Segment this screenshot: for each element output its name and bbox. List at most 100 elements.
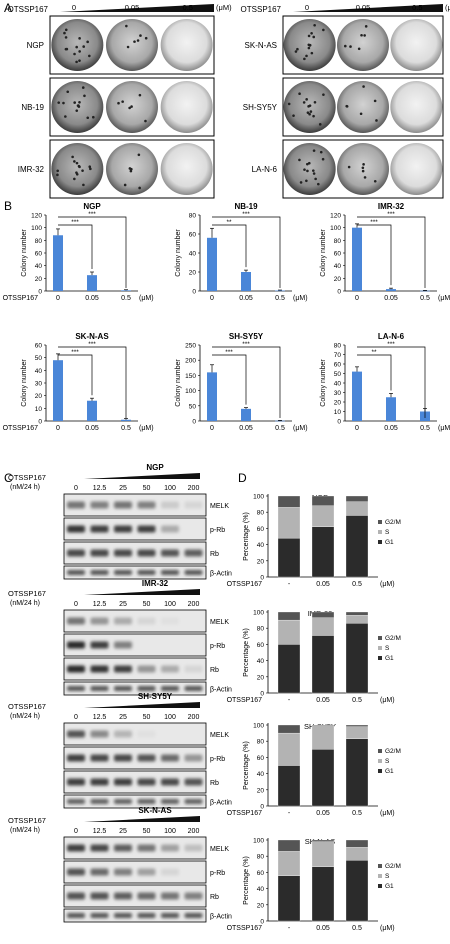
band	[184, 778, 203, 786]
band	[114, 641, 132, 649]
band-label: p-Rb	[210, 643, 225, 650]
colony	[63, 31, 66, 35]
y-tick-label: 50	[35, 355, 43, 362]
band	[114, 617, 132, 625]
band	[67, 754, 85, 762]
colony	[363, 176, 367, 179]
stack-segment	[277, 537, 301, 578]
dose-wedge	[84, 589, 200, 595]
sig-mark: ***	[88, 341, 96, 348]
stack-segment	[345, 501, 369, 516]
band	[161, 617, 179, 625]
x-tick-label: 0	[56, 295, 60, 302]
y-tick-label: 40	[334, 263, 342, 270]
chart-title: LA-N-6	[378, 332, 405, 341]
y-tick-label: 40	[35, 263, 43, 270]
band	[137, 617, 156, 625]
x-tick-label: 0.05	[316, 697, 330, 704]
y-tick-label: 20	[257, 674, 265, 681]
legend-swatch	[378, 530, 382, 534]
unit-label: (μM)	[380, 810, 395, 817]
band	[161, 570, 179, 575]
y-tick-label: 60	[257, 755, 265, 762]
dose-wedge	[293, 4, 443, 12]
lane-label: 100	[164, 828, 176, 835]
band	[137, 892, 156, 900]
band	[161, 799, 179, 804]
colony	[89, 167, 92, 171]
blot-cell-line: NGP	[146, 463, 164, 472]
x-tick-label: -	[288, 810, 291, 817]
lane-label: 50	[143, 485, 151, 492]
colony	[121, 100, 124, 103]
colony	[75, 109, 79, 112]
well	[106, 19, 158, 71]
colony	[73, 177, 76, 181]
band	[161, 665, 179, 673]
band	[161, 913, 179, 918]
x-tick-label: 0.05	[239, 425, 253, 432]
colony	[305, 179, 308, 183]
colony	[299, 181, 303, 184]
plate-row-label: LA-N-6	[252, 165, 278, 174]
blot-strip	[63, 770, 207, 794]
y-tick-label: 0	[260, 691, 264, 698]
colony	[64, 36, 68, 39]
stack-segment	[277, 839, 301, 852]
stack-segment	[277, 644, 301, 694]
y-tick-label: 0	[260, 919, 264, 926]
band	[90, 913, 109, 918]
band	[184, 844, 203, 852]
blot-strip	[63, 794, 207, 809]
bar	[241, 408, 251, 421]
colony	[347, 165, 351, 169]
legend-label: G1	[385, 883, 394, 890]
drug-label: OTSSP167	[227, 697, 263, 704]
colony-chart: 0 10 20 30 40 50 60 70 80 Colony number LA-N-6 0 0.0…	[320, 332, 450, 432]
colony	[309, 110, 313, 113]
band-label: MELK	[210, 732, 229, 739]
x-tick-label: 0.05	[384, 425, 398, 432]
legend-label: S	[385, 873, 390, 880]
panel-c-western-blots: OTSSP167 (nM/24 h) NGP 0 12.5 25 50 100 200 MELK p…	[8, 463, 232, 923]
colony	[312, 35, 316, 39]
well	[337, 81, 389, 133]
y-tick-label: 120	[31, 213, 42, 220]
x-tick-label: 0.5	[121, 425, 131, 432]
colony	[75, 161, 79, 165]
band	[114, 778, 132, 786]
plate-row-label: SK-N-AS	[245, 41, 277, 50]
colony	[306, 169, 309, 173]
treatment-label: (nM/24 h)	[10, 600, 40, 607]
x-tick-label: -	[288, 581, 291, 588]
colony	[82, 45, 86, 48]
chart-title: SK-N-AS	[75, 332, 109, 341]
lane-label: 50	[143, 714, 151, 721]
x-tick-label: 0.05	[316, 810, 330, 817]
band	[184, 501, 203, 509]
legend-label: G1	[385, 655, 394, 662]
dose-label: 0.05	[125, 3, 140, 12]
colony	[138, 186, 141, 190]
band	[137, 778, 156, 786]
colony	[298, 92, 301, 96]
band	[67, 730, 85, 738]
sig-mark: ***	[225, 349, 233, 356]
legend-label: G2/M	[385, 748, 401, 755]
colony	[360, 33, 363, 37]
y-tick-label: 80	[334, 343, 342, 350]
lane-label: 12.5	[93, 485, 107, 492]
legend-swatch	[378, 656, 382, 660]
colony	[364, 25, 368, 28]
stack-segment	[277, 875, 301, 922]
plate-row-label: SH-SY5Y	[243, 103, 278, 112]
y-tick-label: 20	[257, 558, 265, 565]
y-tick-label: 40	[257, 771, 265, 778]
colony	[78, 59, 81, 62]
band	[90, 665, 109, 673]
colony	[56, 173, 59, 177]
well	[160, 19, 213, 71]
well	[51, 19, 104, 71]
band	[137, 665, 156, 673]
